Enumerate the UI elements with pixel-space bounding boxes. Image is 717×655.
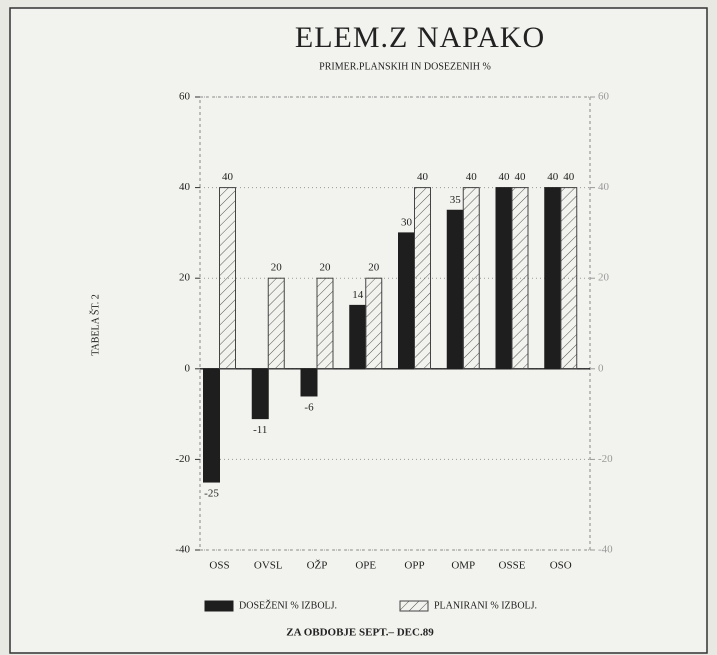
- legend-swatch: [399, 600, 429, 612]
- chart-title: ELEM.Z NAPAKO: [295, 21, 545, 54]
- bar: [365, 277, 383, 370]
- data-label: 20: [368, 262, 380, 274]
- bar: [219, 187, 236, 370]
- x-tick-label: OSS: [209, 560, 229, 572]
- y-axis-label: TABELA ŠT. 2: [89, 294, 101, 356]
- chart-subtitle: PRIMER.PLANSKIH IN DOSEZENIH %: [319, 61, 491, 72]
- data-label: 40: [222, 171, 234, 183]
- bar: [560, 187, 578, 370]
- data-label: -11: [253, 424, 267, 436]
- data-label: 35: [450, 194, 462, 206]
- data-label: 40: [417, 171, 429, 183]
- y2-tick-label: 40: [598, 181, 610, 193]
- y2-tick-label: 20: [598, 272, 610, 284]
- bar: [203, 368, 220, 483]
- y-tick-label: -20: [175, 453, 190, 465]
- data-label: 40: [547, 171, 559, 183]
- bar: [398, 232, 415, 370]
- legend-label: PLANIRANI % IZBOLJ.: [434, 600, 537, 611]
- data-label: 40: [466, 171, 478, 183]
- bar: [462, 187, 480, 370]
- bar: [446, 209, 464, 370]
- y-tick-label: -40: [175, 544, 190, 556]
- x-tick-label: OMP: [451, 560, 475, 572]
- data-label: -6: [304, 402, 314, 414]
- y2-tick-label: 0: [598, 362, 604, 374]
- y2-tick-label: -20: [598, 453, 613, 465]
- bar: [300, 368, 318, 397]
- legend-label: DOSEŽENI % IZBOLJ.: [239, 599, 337, 611]
- data-label: 40: [563, 171, 575, 183]
- data-label: 14: [352, 289, 364, 301]
- bar: [544, 187, 562, 370]
- x-tick-label: OPP: [404, 560, 424, 572]
- footer: ZA OBDOBJE SEPT.– DEC.89: [286, 627, 434, 639]
- y-tick-label: 0: [185, 362, 191, 374]
- plot-frame: [199, 96, 591, 551]
- y-tick-label: 60: [179, 91, 191, 103]
- x-tick-label: OVSL: [254, 560, 283, 572]
- bar: [251, 368, 269, 420]
- y2-tick-label: -40: [598, 544, 613, 556]
- bar: [414, 187, 431, 370]
- data-label: 20: [320, 262, 332, 274]
- x-tick-label: OŽP: [307, 560, 328, 572]
- data-label: 40: [515, 171, 527, 183]
- bar: [349, 304, 367, 370]
- y-tick-label: 40: [179, 181, 191, 193]
- data-label: -25: [204, 488, 219, 500]
- y-tick-label: 20: [179, 272, 191, 284]
- bar: [267, 277, 285, 370]
- x-tick-label: OPE: [355, 560, 376, 572]
- x-tick-label: OSO: [550, 560, 572, 572]
- data-label: 30: [401, 216, 413, 228]
- bar: [495, 187, 513, 370]
- data-label: 40: [499, 171, 511, 183]
- legend-swatch: [204, 600, 234, 612]
- x-tick-label: OSSE: [499, 560, 526, 572]
- data-label: 20: [271, 262, 283, 274]
- bar: [511, 187, 529, 370]
- y2-tick-label: 60: [598, 91, 610, 103]
- bar: [316, 277, 334, 370]
